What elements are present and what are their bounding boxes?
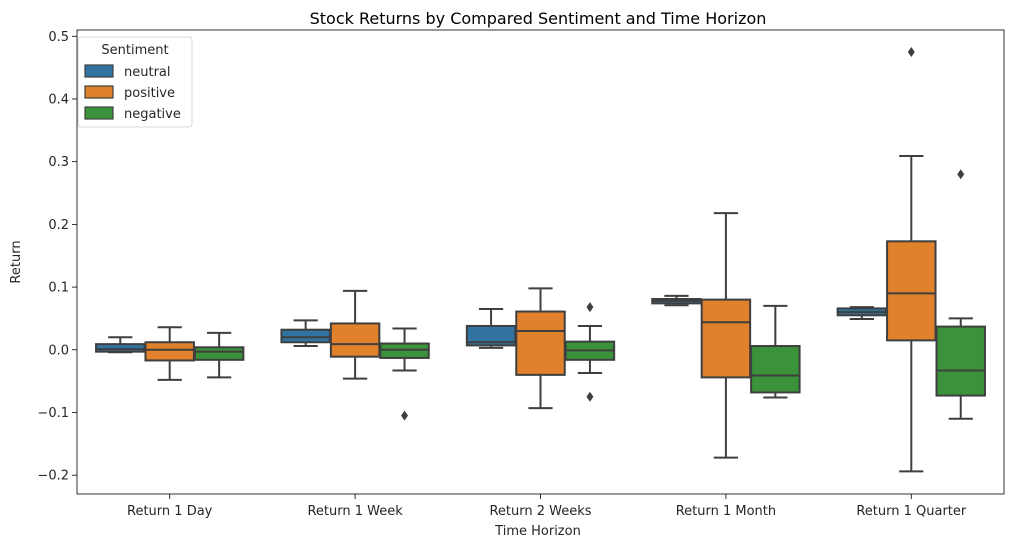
y-tick-label: −0.2 <box>37 469 69 484</box>
box-positive-4 <box>886 46 937 473</box>
outlier-point <box>586 391 594 402</box>
iqr-box <box>750 345 801 394</box>
box-neutral-0 <box>95 336 146 354</box>
outlier-point <box>907 46 915 57</box>
iqr-box <box>700 298 752 379</box>
x-tick-label: Return 2 Weeks <box>489 504 591 519</box>
iqr-box <box>935 325 986 397</box>
legend-title: Sentiment <box>101 43 168 58</box>
x-tick-label: Return 1 Month <box>676 504 776 519</box>
iqr-box <box>144 341 195 362</box>
outlier-point <box>586 302 594 313</box>
legend-label-positive: positive <box>124 86 175 101</box>
plot-area <box>95 46 986 473</box>
iqr-box <box>886 240 937 342</box>
x-tick-label: Return 1 Day <box>127 504 213 519</box>
iqr-box <box>193 346 245 361</box>
y-tick-label: 0.2 <box>48 218 69 233</box>
y-axis-label: Return <box>9 240 24 283</box>
box-positive-0 <box>144 326 195 381</box>
legend-frame <box>77 36 193 128</box>
box-negative-3 <box>750 304 801 399</box>
legend-swatch-neutral <box>84 64 114 78</box>
outlier-point <box>957 169 965 180</box>
y-tick-label: −0.1 <box>37 406 69 421</box>
legend: Sentiment neutral positive negative <box>77 36 193 128</box>
x-tick-label: Return 1 Week <box>307 504 403 519</box>
box-neutral-4 <box>836 306 888 321</box>
box-negative-4 <box>935 169 986 420</box>
box-neutral-3 <box>651 294 702 307</box>
iqr-box <box>329 322 381 358</box>
box-positive-3 <box>700 212 752 459</box>
box-negative-1 <box>379 327 430 421</box>
legend-swatch-positive <box>84 85 114 99</box>
y-tick-label: 0.0 <box>48 343 69 358</box>
legend-label-negative: negative <box>124 107 181 122</box>
outlier-point <box>401 410 409 421</box>
box-negative-2 <box>564 302 616 402</box>
y-tick-label: 0.3 <box>48 155 69 170</box>
y-axis: −0.2 −0.1 0.0 0.1 0.2 0.3 0.4 0.5 <box>37 30 77 484</box>
iqr-box <box>280 328 331 344</box>
box-positive-1 <box>329 289 381 380</box>
y-tick-label: 0.1 <box>48 281 69 296</box>
iqr-box <box>515 310 566 376</box>
x-tick-label: Return 1 Quarter <box>856 504 967 519</box>
chart-title: Stock Returns by Compared Sentiment and … <box>310 9 767 28</box>
y-tick-label: 0.5 <box>48 30 69 45</box>
box-neutral-1 <box>280 319 331 348</box>
box-neutral-2 <box>465 308 517 349</box>
legend-swatch-negative <box>84 106 114 120</box>
iqr-box <box>95 343 146 353</box>
legend-label-neutral: neutral <box>124 65 171 80</box>
plot-frame <box>76 29 1005 495</box>
y-tick-label: 0.4 <box>48 92 69 107</box>
box-positive-2 <box>515 287 566 410</box>
box-negative-0 <box>193 331 245 379</box>
x-axis: Return 1 Day Return 1 Week Return 2 Weeks R… <box>127 494 967 519</box>
x-axis-label: Time Horizon <box>494 524 581 539</box>
